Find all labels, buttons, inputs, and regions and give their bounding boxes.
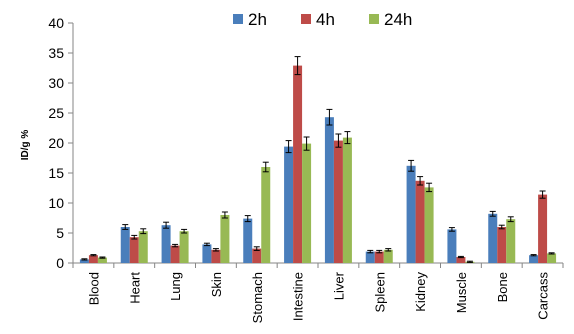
y-tick-label: 10 xyxy=(48,195,64,211)
y-tick-label: 35 xyxy=(48,45,64,61)
bar-4h-heart xyxy=(129,237,139,263)
bar-2h-stomach xyxy=(243,218,253,263)
x-tick-label-kidney: Kidney xyxy=(413,272,428,312)
bar-4h-spleen xyxy=(374,251,384,263)
bars xyxy=(79,65,557,263)
bar-4h-skin xyxy=(211,249,221,263)
bar-2h-blood xyxy=(79,259,89,263)
bar-4h-intestine xyxy=(293,65,303,263)
bar-4h-lung xyxy=(170,245,180,263)
y-tick-label: 0 xyxy=(56,255,64,271)
bar-24h-kidney xyxy=(424,187,434,263)
bar-2h-lung xyxy=(161,225,171,263)
y-tick-label: 30 xyxy=(48,75,64,91)
bar-24h-carcass xyxy=(547,253,557,263)
x-tick-label-intestine: Intestine xyxy=(291,272,306,321)
bar-24h-heart xyxy=(138,231,148,263)
bar-24h-spleen xyxy=(383,249,393,263)
x-tick-label-liver: Liver xyxy=(331,271,346,300)
y-axis-label: ID/g % xyxy=(20,130,31,161)
bar-24h-lung xyxy=(179,231,189,263)
legend: 2h 4h 24h xyxy=(233,10,412,29)
y-tick-label: 40 xyxy=(48,15,64,31)
bar-2h-heart xyxy=(120,227,130,263)
bar-24h-bone xyxy=(506,219,516,263)
bar-24h-stomach xyxy=(261,167,271,263)
axes xyxy=(68,22,564,268)
legend-label-4h: 4h xyxy=(316,10,335,29)
bar-4h-blood xyxy=(88,255,98,263)
legend-label-24h: 24h xyxy=(384,10,412,29)
bar-24h-skin xyxy=(220,215,230,263)
x-tick-label-carcass: Carcass xyxy=(536,272,551,320)
bar-2h-skin xyxy=(202,244,212,263)
bar-2h-liver xyxy=(324,117,334,263)
y-tick-label: 20 xyxy=(48,135,64,151)
bar-4h-kidney xyxy=(415,180,425,263)
x-tick-label-blood: Blood xyxy=(86,272,101,305)
bar-24h-intestine xyxy=(302,143,312,263)
x-tick-label-heart: Heart xyxy=(127,272,142,304)
legend-swatch-24h xyxy=(369,14,379,24)
x-tick-label-lung: Lung xyxy=(168,272,183,301)
bar-4h-liver xyxy=(333,140,343,263)
bar-2h-intestine xyxy=(284,146,294,263)
x-tick-label-stomach: Stomach xyxy=(250,272,265,323)
error-bars xyxy=(81,56,555,263)
bar-2h-bone xyxy=(488,213,498,263)
bar-2h-carcass xyxy=(529,255,539,263)
bar-2h-kidney xyxy=(406,165,416,263)
y-tick-label: 25 xyxy=(48,105,64,121)
x-tick-label-muscle: Muscle xyxy=(454,272,469,313)
bar-4h-stomach xyxy=(252,248,262,263)
bar-24h-liver xyxy=(342,137,352,263)
bar-4h-bone xyxy=(497,227,507,263)
y-tick-label: 15 xyxy=(48,165,64,181)
x-tick-label-spleen: Spleen xyxy=(372,272,387,312)
legend-label-2h: 2h xyxy=(248,10,267,29)
bar-4h-muscle xyxy=(456,257,466,263)
bar-4h-carcass xyxy=(538,194,548,263)
y-tick-labels: 0 5 10 15 20 25 30 35 40 xyxy=(48,15,64,271)
x-tick-label-skin: Skin xyxy=(209,272,224,297)
bar-2h-spleen xyxy=(365,251,375,263)
bar-2h-muscle xyxy=(447,229,457,263)
y-tick-label: 5 xyxy=(56,225,64,241)
legend-swatch-2h xyxy=(233,14,243,24)
x-tick-labels: Blood Heart Lung Skin Stomach Intestine Liver S… xyxy=(86,271,550,323)
legend-swatch-4h xyxy=(301,14,311,24)
x-tick-label-bone: Bone xyxy=(495,272,510,302)
bar-24h-blood xyxy=(97,257,107,263)
